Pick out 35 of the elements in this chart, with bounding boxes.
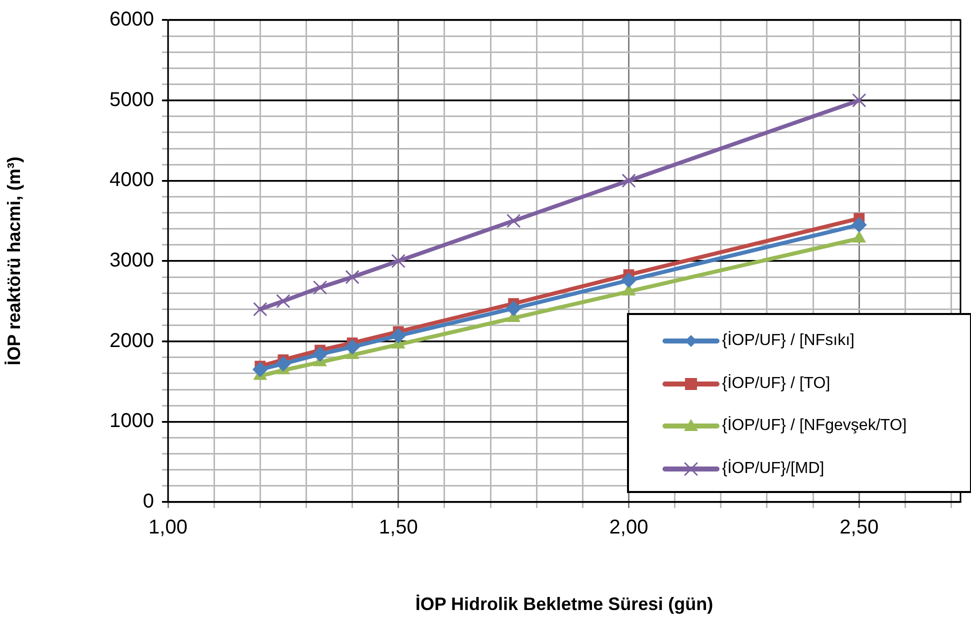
legend-label: {İOP/UF} / [NFgevşek/TO]: [722, 417, 907, 436]
y-tick-label: 3000: [110, 250, 154, 272]
y-tick-label: 2000: [110, 330, 154, 352]
point: [506, 300, 522, 316]
point: [852, 93, 866, 108]
y-tick-label: 6000: [110, 8, 154, 31]
legend-label: {İOP/UF} / [NFsıkı]: [722, 332, 854, 350]
point: [312, 280, 328, 295]
y-tick-label: 0: [142, 490, 154, 513]
point: [852, 231, 866, 243]
point: [344, 339, 360, 354]
point: [622, 174, 636, 188]
legend-label: {İOP/UF} / [TO]: [722, 374, 830, 393]
y-axis-title: İOP reaktörü hacmi, (m³): [4, 156, 24, 366]
point: [276, 356, 291, 372]
x-tick-label: 2,50: [840, 516, 879, 539]
point: [391, 254, 406, 268]
legend-label: {İOP/UF}/[MD]: [722, 460, 824, 478]
x-tick-label: 2,00: [609, 516, 648, 539]
y-tick-label: 1000: [110, 410, 154, 432]
x-axis-title: İOP Hidrolik Bekletme Süresi (gün): [415, 594, 714, 614]
point: [390, 328, 406, 344]
point: [852, 217, 867, 232]
x-tick-label: 1,00: [148, 516, 188, 539]
point: [252, 362, 268, 377]
x-tick-label: 1,50: [378, 516, 418, 539]
point: [312, 346, 328, 362]
point: [506, 214, 521, 228]
point: [621, 272, 636, 288]
y-tick-label: 4000: [110, 169, 154, 192]
y-tick-label: 5000: [110, 88, 154, 111]
point: [276, 294, 290, 308]
point: [345, 270, 360, 284]
point: [622, 284, 636, 296]
point: [253, 302, 268, 316]
